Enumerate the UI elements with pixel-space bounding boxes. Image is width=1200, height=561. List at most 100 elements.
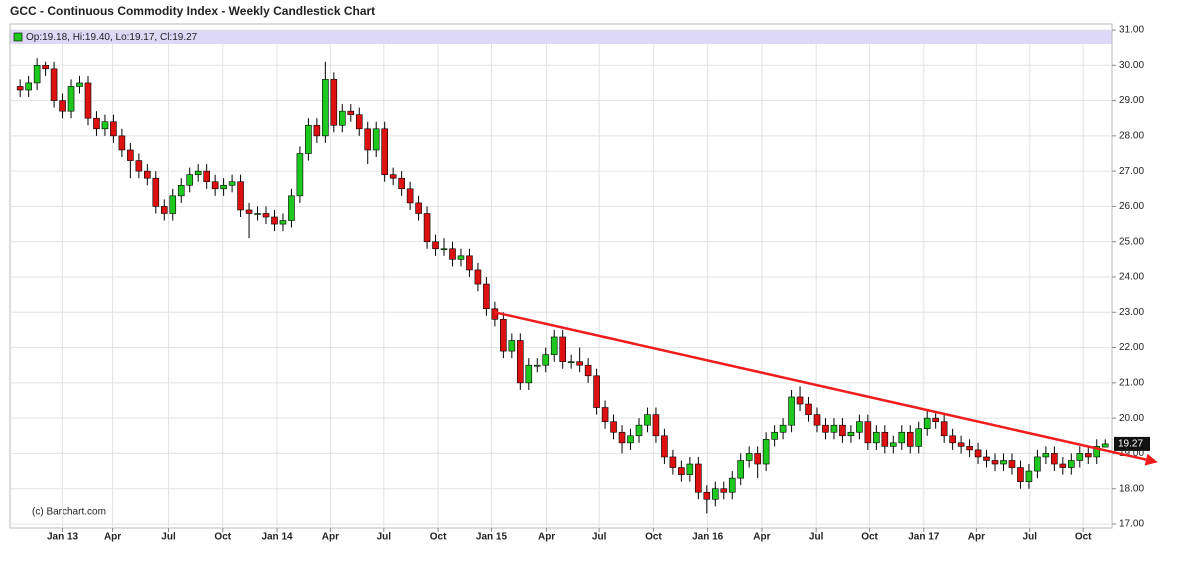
y-tick-label: 30.00 xyxy=(1119,60,1144,71)
x-tick-label: Jan 16 xyxy=(692,532,724,543)
candle-body xyxy=(347,110,355,115)
candle-body xyxy=(923,417,931,430)
candle-body xyxy=(661,435,668,458)
candle-body xyxy=(1051,453,1058,465)
candle-body xyxy=(84,82,92,119)
candle-body xyxy=(279,220,287,225)
x-tick-label: Apr xyxy=(968,532,985,543)
candle-body xyxy=(406,188,414,204)
candle-body xyxy=(788,396,795,426)
candle-body xyxy=(288,195,295,221)
candle-body xyxy=(940,421,948,437)
x-tick-label: Oct xyxy=(1075,532,1092,543)
candle-body xyxy=(949,435,956,444)
candle-body xyxy=(177,184,185,197)
candle-body xyxy=(500,319,507,352)
candle-body xyxy=(203,170,210,183)
candle-body xyxy=(245,209,253,214)
candle-body xyxy=(254,213,261,215)
candle-body xyxy=(152,177,160,207)
candle-body xyxy=(678,467,685,475)
candle-body xyxy=(1025,470,1033,482)
header-label: Op:19.18, Hi:19.40, Lo:19.17, Cl:19.27 xyxy=(26,32,198,43)
candle-body xyxy=(67,86,75,112)
candle-body xyxy=(135,160,143,172)
x-tick-label: Oct xyxy=(214,532,231,543)
candle-body xyxy=(355,114,363,130)
candle-body xyxy=(110,121,117,137)
candle-body xyxy=(25,82,32,91)
last-price-label: 19.27 xyxy=(1118,439,1143,450)
x-tick-label: Jan 13 xyxy=(47,532,79,543)
candle-body xyxy=(889,442,897,447)
y-tick-label: 17.00 xyxy=(1119,519,1144,530)
candle-body xyxy=(93,117,100,130)
x-tick-label: Oct xyxy=(861,532,878,543)
x-tick-label: Jan 17 xyxy=(908,532,940,543)
candle-body xyxy=(991,460,999,465)
candle-body xyxy=(1000,460,1007,465)
candle-body xyxy=(1068,460,1075,468)
candle-body xyxy=(483,283,490,310)
candle-body xyxy=(466,255,473,271)
candle-body xyxy=(1101,443,1109,448)
y-tick-label: 27.00 xyxy=(1119,166,1144,177)
candle-body xyxy=(237,181,244,211)
candle-body xyxy=(754,453,761,465)
y-tick-label: 20.00 xyxy=(1119,413,1144,424)
x-tick-label: Jul xyxy=(592,532,607,543)
candle-body xyxy=(822,424,829,433)
y-tick-label: 19.00 xyxy=(1119,448,1144,459)
candle-body xyxy=(847,431,855,437)
candle-body xyxy=(1093,446,1101,458)
candle-body xyxy=(169,195,177,214)
candle-body xyxy=(381,128,388,175)
candle-body xyxy=(906,431,914,447)
candle-body xyxy=(449,248,456,260)
y-tick-label: 18.00 xyxy=(1119,483,1144,494)
x-tick-label: Jul xyxy=(809,532,824,543)
candle-body xyxy=(695,463,702,493)
candle-body xyxy=(144,170,151,179)
candle-body xyxy=(576,361,583,366)
credit: (c) Barchart.com xyxy=(32,507,106,518)
x-tick-label: Apr xyxy=(753,532,770,543)
candle-body xyxy=(839,424,846,437)
candle-body xyxy=(101,121,109,130)
candle-body xyxy=(33,64,41,84)
candle-body xyxy=(771,431,778,440)
candle-body xyxy=(50,68,58,101)
candle-body xyxy=(779,424,787,433)
candle-body xyxy=(432,241,439,250)
candle-body xyxy=(966,446,973,451)
candle-body xyxy=(440,248,448,251)
candle-body xyxy=(262,213,270,218)
candle-body xyxy=(652,414,660,437)
candle-body xyxy=(76,82,83,87)
x-tick-label: Apr xyxy=(104,532,121,543)
candle-body xyxy=(644,414,651,426)
candle-body xyxy=(457,255,465,260)
y-tick-label: 26.00 xyxy=(1119,201,1144,212)
candle-body xyxy=(508,340,516,352)
candle-body xyxy=(305,124,312,154)
candle-body xyxy=(796,396,804,405)
x-tick-label: Jan 14 xyxy=(261,532,293,543)
candle-body xyxy=(533,364,541,367)
candle-body xyxy=(550,336,558,355)
y-tick-label: 25.00 xyxy=(1119,236,1144,247)
candle-body xyxy=(898,431,906,444)
candle-body xyxy=(745,453,753,461)
candle-body xyxy=(1084,453,1092,458)
trendline-arrow xyxy=(1144,453,1158,466)
candle-body xyxy=(915,428,923,447)
candle-body xyxy=(864,421,872,444)
x-tick-label: Jul xyxy=(377,532,392,543)
candle-body xyxy=(322,79,329,137)
y-tick-label: 31.00 xyxy=(1119,25,1144,36)
candle-body xyxy=(737,460,745,479)
candle-body xyxy=(372,128,380,151)
x-tick-label: Apr xyxy=(322,532,339,543)
candle-body xyxy=(423,213,431,243)
